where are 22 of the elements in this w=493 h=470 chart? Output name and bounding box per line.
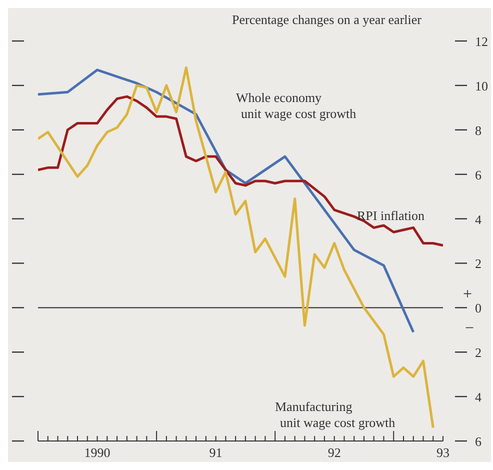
- y-tick-label: 2: [475, 345, 482, 360]
- y-axis-title: Percentage changes on a year earlier: [232, 12, 422, 28]
- line-series: [38, 66, 434, 429]
- x-tick-label: 93: [436, 445, 450, 460]
- y-tick-label: 2: [475, 256, 482, 272]
- text: Whole economy unit wage cost growth: [236, 90, 356, 122]
- y-tick-label: 8: [475, 122, 482, 138]
- series-label: Manufacturing unit wage cost growth: [275, 399, 396, 431]
- y-tick-label: 0: [475, 300, 482, 316]
- y-tick-label: 4: [475, 390, 482, 405]
- x-tick-label: 1990: [84, 445, 110, 460]
- x-tick-label: 92: [328, 445, 341, 460]
- x-tick-label: 91: [209, 445, 222, 460]
- line-series: [38, 95, 443, 247]
- y-tick-label: 4: [475, 212, 482, 227]
- y-tick-label: 6: [475, 434, 482, 449]
- y-tick-label: 12: [475, 34, 488, 49]
- text: −: [465, 320, 474, 338]
- y-tick-label: 6: [475, 167, 482, 182]
- y-tick-label: 10: [475, 78, 488, 94]
- text: +: [463, 286, 472, 304]
- series-label: RPI inflation: [357, 208, 425, 224]
